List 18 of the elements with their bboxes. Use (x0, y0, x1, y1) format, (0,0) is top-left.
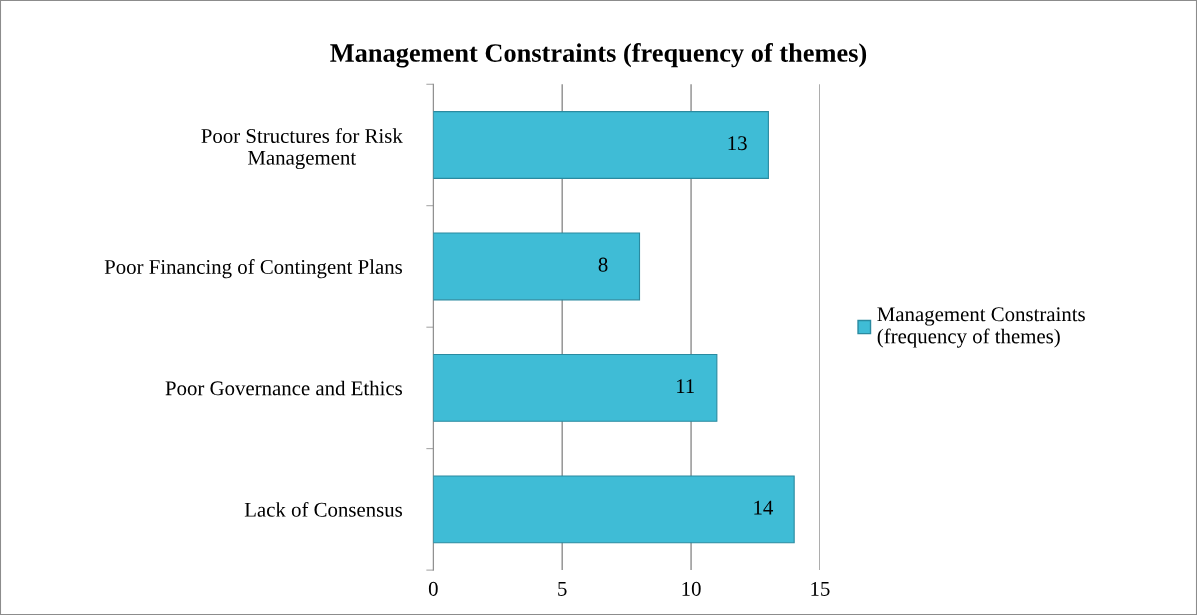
bar (433, 111, 769, 179)
y-tick-label: Poor Financing of Contingent Plans (104, 259, 403, 279)
bar (433, 353, 718, 422)
y-tick-label: Poor Structures for Risk Management (201, 128, 403, 170)
data-label: 14 (754, 500, 774, 515)
bar (433, 475, 795, 544)
y-tick-label: Lack of Consensus (244, 501, 402, 517)
y-tick-label: Poor Governance and Ethics (165, 380, 402, 396)
data-label: 13 (728, 136, 747, 151)
x-tick-label: 10 (682, 581, 701, 596)
data-label: 8 (598, 257, 608, 272)
bar (433, 232, 641, 301)
legend-label: Management Constraints (frequency of themes) (877, 307, 1085, 348)
chart-title: Management Constraints (frequency of themes) (330, 43, 867, 68)
x-tick-label: 5 (558, 582, 567, 596)
x-tick-label: 15 (811, 581, 830, 596)
x-tick-label: 0 (428, 581, 438, 596)
data-label: 11 (677, 379, 694, 393)
